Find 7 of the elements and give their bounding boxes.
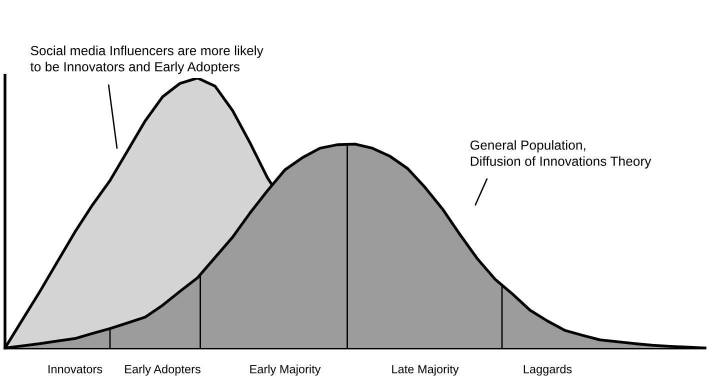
text: Social media Influencers are more likely to be Innovators and Early Adopters (30, 46, 264, 74)
x-tick-label: Innovators (48, 365, 102, 374)
x-tick-label: Laggards (524, 364, 572, 376)
x-tick-label: Early Majority (250, 364, 321, 376)
x-tick-label: Early Adopters (125, 364, 200, 376)
x-tick-label: Late Majority (392, 364, 459, 376)
annotation: General Population, Diffusion of Innovations Theory (470, 140, 652, 169)
